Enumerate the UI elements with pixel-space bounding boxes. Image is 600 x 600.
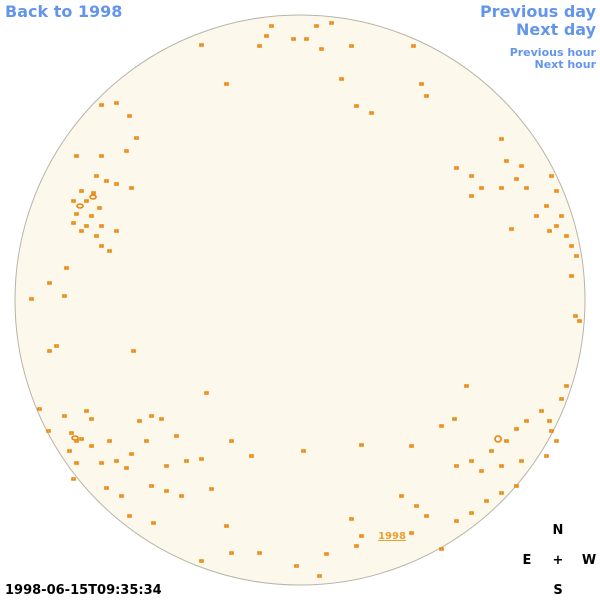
disk-year-link[interactable]: 1998 xyxy=(378,531,406,542)
compass-east: E xyxy=(523,553,532,568)
next-day-link[interactable]: Next day xyxy=(516,20,597,39)
solar-features xyxy=(29,21,582,578)
solar-disk xyxy=(14,14,586,586)
previous-day-link[interactable]: Previous day xyxy=(480,2,597,21)
compass-south: S xyxy=(553,583,562,598)
compass-west: W xyxy=(582,553,596,568)
timestamp: 1998-06-15T09:35:34 xyxy=(5,583,162,598)
compass-north: N xyxy=(553,523,564,538)
compass-center: + xyxy=(553,553,564,568)
back-link[interactable]: Back to 1998 xyxy=(5,2,122,21)
next-hour-link[interactable]: Next hour xyxy=(535,58,597,71)
previous-hour-link[interactable]: Previous hour xyxy=(510,46,597,59)
